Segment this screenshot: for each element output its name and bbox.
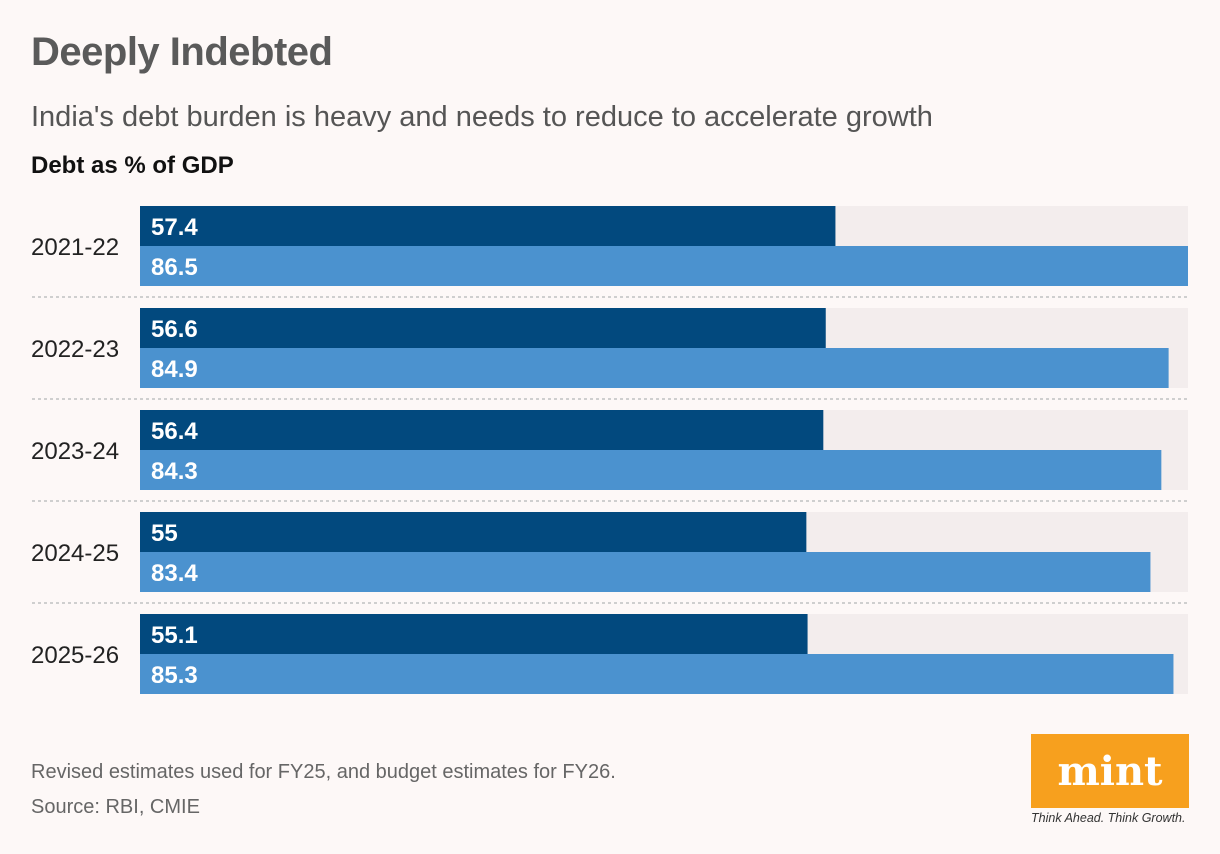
data-label: 56.4 [151, 418, 198, 445]
data-label: 86.5 [151, 254, 198, 281]
category-label: 2025-26 [31, 642, 119, 669]
data-label: 56.6 [151, 316, 198, 343]
data-label: 55.1 [151, 622, 198, 649]
bar [140, 206, 836, 246]
bar [140, 552, 1151, 592]
data-label: 84.9 [151, 356, 198, 383]
bar [140, 450, 1162, 490]
bar-chart: 2021-22 57.4 86.5 2022-23 56.6 84.9 2023-24 56.… [31, 206, 1188, 694]
category-label: 2022-23 [31, 336, 119, 363]
bar [140, 654, 1174, 694]
data-label: 83.4 [151, 560, 198, 587]
bar [140, 308, 826, 348]
bar [140, 512, 807, 552]
bar [140, 348, 1169, 388]
bar [140, 410, 824, 450]
data-label: 55 [151, 520, 178, 547]
chart-subtitle: India's debt burden is heavy and needs t… [31, 101, 933, 133]
bar [140, 246, 1188, 286]
category-label: 2023-24 [31, 438, 119, 465]
logo-text: mint [1057, 747, 1163, 795]
logo-tagline: Think Ahead. Think Growth. [1031, 811, 1186, 825]
data-label: 57.4 [151, 214, 198, 241]
mint-logo: mint [1031, 734, 1189, 808]
category-label: 2021-22 [31, 234, 119, 261]
measure-label: Debt as % of GDP [31, 152, 234, 179]
bar [140, 614, 808, 654]
data-label: 84.3 [151, 458, 198, 485]
source-note: Source: RBI, CMIE [31, 796, 200, 818]
data-label: 85.3 [151, 662, 198, 689]
footnote: Revised estimates used for FY25, and bud… [31, 761, 616, 783]
category-label: 2024-25 [31, 540, 119, 567]
chart-title: Deeply Indebted [31, 30, 333, 74]
